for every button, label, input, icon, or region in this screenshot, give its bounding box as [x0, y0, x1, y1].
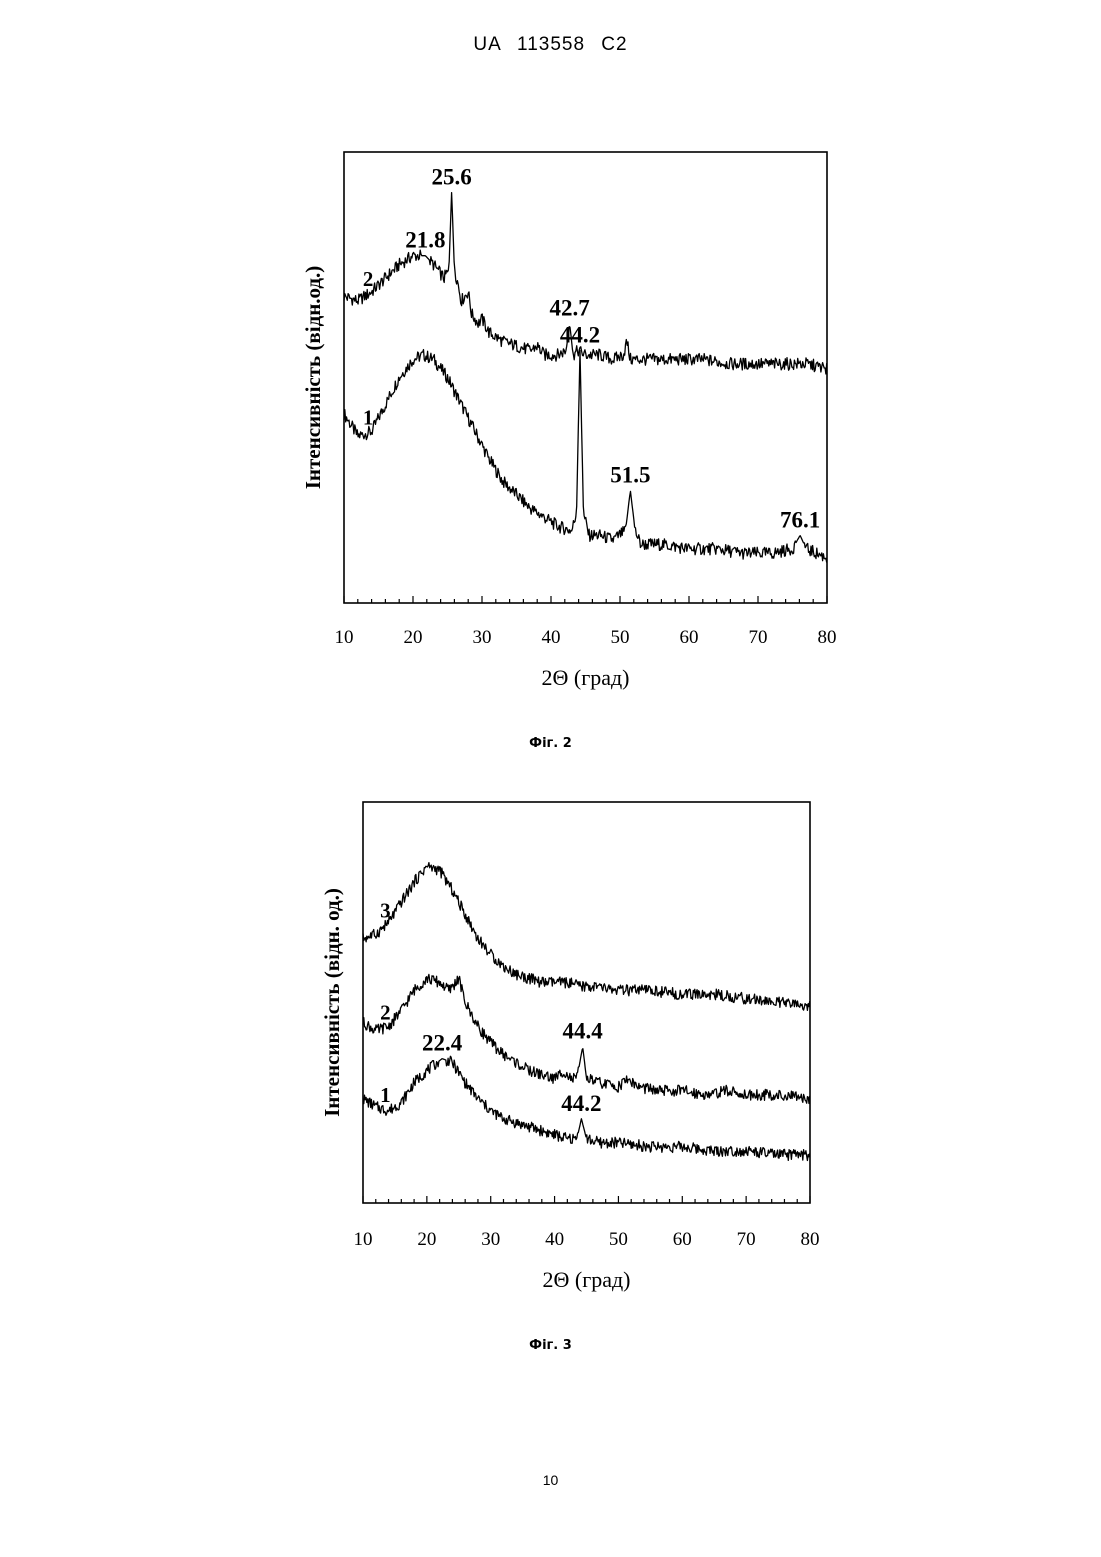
peak-label: 21.8	[405, 228, 445, 253]
figure-caption-fig2: Фіг. 2	[0, 736, 1101, 751]
peak-label: 76.1	[780, 507, 820, 532]
series-3-label: 3	[380, 898, 391, 922]
series-2-label: 2	[380, 1001, 391, 1025]
x-tick-label: 10	[335, 627, 354, 648]
peak-label: 44.4	[563, 1019, 604, 1044]
x-tick-label: 80	[818, 627, 837, 648]
x-tick-label: 10	[354, 1229, 373, 1250]
x-tick-label: 30	[473, 627, 492, 648]
peak-label: 44.2	[561, 1091, 601, 1116]
y-axis-label: Інтенсивність (відн.од.)	[301, 266, 325, 490]
figure-caption-fig3: Фіг. 3	[0, 1338, 1101, 1353]
peak-label: 42.7	[550, 295, 590, 320]
series-2-label: 2	[363, 267, 374, 291]
x-tick-label: 30	[481, 1229, 500, 1250]
x-tick-label: 80	[801, 1229, 820, 1250]
peak-label: 51.5	[610, 462, 650, 487]
peak-label: 44.2	[560, 322, 600, 347]
series-1-label: 1	[380, 1083, 391, 1107]
plot-frame	[344, 152, 827, 603]
x-tick-label: 20	[417, 1229, 436, 1250]
x-tick-label: 40	[542, 627, 561, 648]
series-3-line	[363, 863, 810, 1011]
series-1-label: 1	[363, 406, 374, 430]
peak-label: 25.6	[432, 165, 472, 190]
x-tick-label: 60	[680, 627, 699, 648]
x-axis-label: 2Θ (град)	[541, 665, 629, 690]
x-tick-label: 70	[749, 627, 768, 648]
y-axis-label: Інтенсивність (відн. од.)	[320, 888, 344, 1117]
x-tick-label: 60	[673, 1229, 692, 1250]
x-tick-label: 50	[611, 627, 630, 648]
x-axis-label: 2Θ (град)	[542, 1267, 630, 1292]
page-number: 10	[0, 1472, 1101, 1488]
x-tick-label: 70	[737, 1229, 756, 1250]
document-header: UA 113558 C2	[0, 34, 1101, 56]
xrd-chart-fig2: 10 20 30 40 50 60 70 80 2Θ (град) Інтенсивність (…	[0, 130, 1101, 710]
x-tick-label: 50	[609, 1229, 628, 1250]
x-tick-label: 40	[545, 1229, 564, 1250]
series-1-line	[344, 350, 827, 563]
peak-label: 22.4	[422, 1031, 463, 1056]
x-tick-label: 20	[404, 627, 423, 648]
xrd-chart-fig3: 10 20 30 40 50 60 70 80 2Θ (град) Інтенсивність (…	[0, 780, 1101, 1320]
